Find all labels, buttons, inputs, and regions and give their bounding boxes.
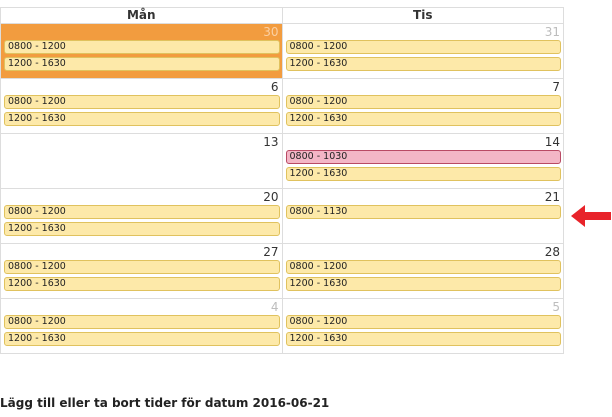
week-row: 30 0800 - 1200 1200 - 1630 31 0800 - 1200 120…: [0, 23, 564, 79]
week-row: 4 0800 - 1200 1200 - 1630 5 0800 - 1200 1200 …: [0, 298, 564, 354]
day-cell[interactable]: 4 0800 - 1200 1200 - 1630: [0, 298, 283, 354]
time-slot[interactable]: 1200 - 1630: [285, 277, 561, 291]
day-cell[interactable]: 7 0800 - 1200 1200 - 1630: [281, 78, 564, 134]
calendar-table: Mån Tis 30 0800 - 1200 1200 - 1630 31 0800 -…: [0, 7, 564, 354]
day-cell[interactable]: 6 0800 - 1200 1200 - 1630: [0, 78, 283, 134]
day-number[interactable]: 21: [544, 190, 560, 204]
time-slot[interactable]: 0800 - 1200: [4, 40, 280, 54]
day-number[interactable]: 20: [263, 190, 279, 204]
week-row: 6 0800 - 1200 1200 - 1630 7 0800 - 1200 1200 …: [0, 78, 564, 134]
time-slot[interactable]: 0800 - 1030: [285, 150, 561, 164]
time-slot[interactable]: 1200 - 1630: [285, 112, 561, 126]
day-cell[interactable]: 28 0800 - 1200 1200 - 1630: [281, 243, 564, 299]
day-number[interactable]: 4: [270, 300, 279, 314]
arrow-left-icon: [571, 205, 611, 227]
day-number[interactable]: 31: [544, 25, 560, 39]
time-slot[interactable]: 1200 - 1630: [4, 332, 280, 346]
day-cell[interactable]: 20 0800 - 1200 1200 - 1630: [0, 188, 283, 244]
weekday-header-mon: Mån: [0, 7, 283, 24]
time-slot[interactable]: 0800 - 1200: [4, 260, 280, 274]
day-cell[interactable]: 14 0800 - 1030 1200 - 1630: [281, 133, 564, 189]
day-number[interactable]: 28: [544, 245, 560, 259]
time-slot[interactable]: 1200 - 1630: [4, 57, 280, 71]
day-number[interactable]: 5: [552, 300, 560, 314]
time-slot[interactable]: 0800 - 1200: [4, 315, 280, 329]
time-slot[interactable]: 1200 - 1630: [285, 332, 561, 346]
time-slot[interactable]: 1200 - 1630: [4, 222, 280, 236]
day-number[interactable]: 6: [270, 80, 279, 94]
time-slot[interactable]: 0800 - 1130: [285, 205, 561, 219]
day-number[interactable]: 27: [263, 245, 279, 259]
day-cell[interactable]: 5 0800 - 1200 1200 - 1630: [281, 298, 564, 354]
time-slot[interactable]: 1200 - 1630: [4, 112, 280, 126]
time-slot[interactable]: 0800 - 1200: [285, 40, 561, 54]
day-cell[interactable]: 31 0800 - 1200 1200 - 1630: [281, 23, 564, 79]
weekday-header-row: Mån Tis: [0, 7, 564, 24]
week-row: 13 14 0800 - 1030 1200 - 1630: [0, 133, 564, 189]
time-slot[interactable]: 1200 - 1630: [285, 167, 561, 181]
day-cell[interactable]: 13: [0, 133, 283, 189]
week-row: 27 0800 - 1200 1200 - 1630 28 0800 - 1200 120…: [0, 243, 564, 299]
time-slot[interactable]: 0800 - 1200: [4, 95, 280, 109]
weekday-header-tue: Tis: [281, 7, 564, 24]
day-number[interactable]: 14: [544, 135, 560, 149]
day-cell[interactable]: 27 0800 - 1200 1200 - 1630: [0, 243, 283, 299]
day-cell[interactable]: 30 0800 - 1200 1200 - 1630: [0, 23, 283, 79]
day-number[interactable]: 30: [263, 25, 279, 39]
time-slot[interactable]: 0800 - 1200: [4, 205, 280, 219]
time-slot[interactable]: 0800 - 1200: [285, 95, 561, 109]
day-number[interactable]: 7: [552, 80, 560, 94]
time-slot[interactable]: 1200 - 1630: [4, 277, 280, 291]
time-slot[interactable]: 1200 - 1630: [285, 57, 561, 71]
day-number[interactable]: 13: [263, 135, 279, 149]
time-slot[interactable]: 0800 - 1200: [285, 260, 561, 274]
week-row: 20 0800 - 1200 1200 - 1630 21 0800 - 1130: [0, 188, 564, 244]
add-remove-times-heading: Lägg till eller ta bort tider för datum …: [0, 396, 330, 410]
time-slot[interactable]: 0800 - 1200: [285, 315, 561, 329]
arrow-left-shape: [571, 205, 611, 227]
day-cell[interactable]: 21 0800 - 1130: [281, 188, 564, 244]
calendar-body: 30 0800 - 1200 1200 - 1630 31 0800 - 1200 120…: [0, 23, 564, 354]
